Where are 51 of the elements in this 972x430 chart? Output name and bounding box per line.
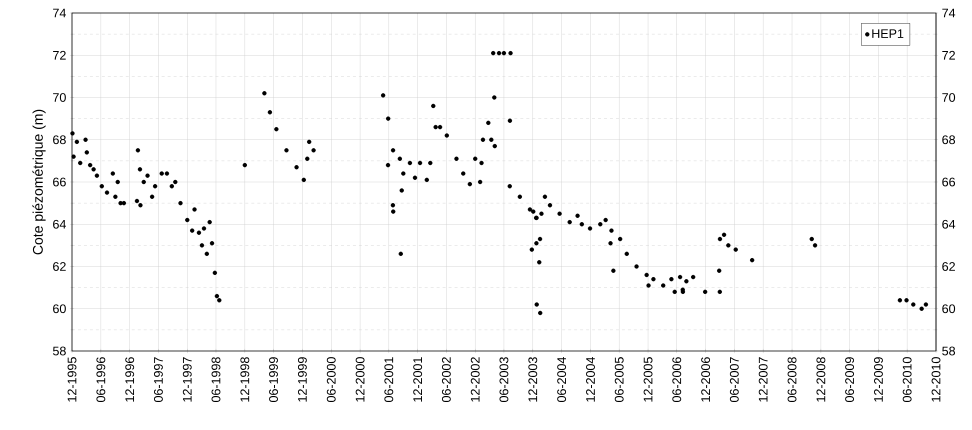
x-tick-label: 12-2003 [528,357,538,402]
y-axis-title: Cote piézométrique (m) [32,110,46,254]
x-tick-label: 06-2008 [788,357,796,402]
y2-tick-label: 64 [942,220,956,229]
y-tick-label: 66 [53,178,66,186]
x-tick-label: 12-1996 [125,357,134,402]
x-tick-label: 12-1999 [298,357,307,402]
x-tick-label: 06-2005 [614,357,624,402]
legend-label: HEP1 [872,29,904,38]
x-tick-label: 12-2001 [413,357,422,402]
y-tick-label: 62 [53,262,66,271]
x-tick-label: 12-2004 [586,357,595,402]
x-tick-label: 06-2002 [442,357,451,402]
x-tick-label: 12-2000 [356,357,365,402]
x-tick-label: 12-1997 [182,357,192,402]
x-tick-label: 06-2001 [384,357,394,402]
y2-tick-label: 66 [942,178,956,186]
x-tick-label: 12-2006 [701,357,710,402]
x-tick-label: 12-2008 [816,357,826,402]
x-tick-label: 06-1996 [96,357,106,402]
x-tick-label: 12-2002 [470,357,480,402]
x-tick-label: 12-1995 [68,357,76,402]
x-tick-label: 12-2005 [644,357,652,402]
y2-tick-label: 72 [942,50,955,60]
x-tick-label: 06-2000 [326,357,336,402]
x-tick-label: 06-2010 [902,357,912,402]
x-tick-label: 12-2007 [758,357,768,402]
y-tick-label: 64 [53,220,66,229]
y-tick-label: 58 [52,346,66,356]
x-tick-label: 12-1998 [240,357,250,402]
x-tick-label: 12-2009 [874,357,883,402]
x-tick-label: 06-1998 [212,357,220,402]
y2-tick-label: 68 [942,135,956,144]
x-tick-label: 06-1997 [154,357,163,402]
x-tick-label: 06-2004 [557,357,566,402]
x-tick-label: 06-2006 [672,357,682,402]
y-tick-label: 70 [53,93,66,102]
y2-tick-label: 62 [942,262,955,271]
x-tick-label: 06-2009 [845,357,854,402]
x-tick-label: 06-1999 [269,357,278,402]
y-tick-label: 72 [53,50,66,60]
y-tick-label: 74 [53,8,66,18]
y2-tick-label: 58 [942,346,956,356]
y-tick-label: 68 [53,135,66,144]
y-tick-label: 60 [53,304,66,314]
y2-tick-label: 60 [942,304,956,314]
x-tick-label: 06-2003 [499,357,508,402]
x-tick-label: 06-2007 [730,357,739,402]
y2-tick-label: 70 [942,93,956,102]
x-tick-label: 12-2010 [932,357,940,402]
y2-tick-label: 74 [942,8,956,18]
